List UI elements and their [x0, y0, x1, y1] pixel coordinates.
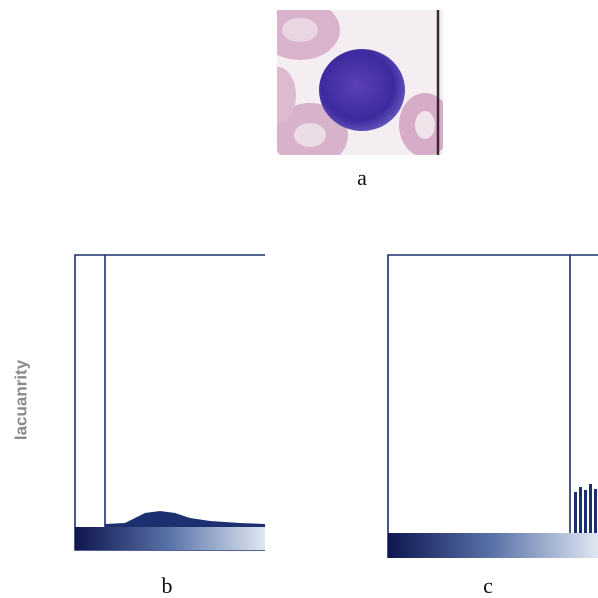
histogram-b [74, 254, 265, 551]
y-axis-label: lacuanrity [11, 359, 30, 440]
panel-label: c [483, 573, 493, 598]
panel-label: a [357, 165, 367, 190]
histogram-c [387, 254, 598, 558]
micrograph [277, 10, 443, 155]
panel-label: b [162, 573, 173, 598]
